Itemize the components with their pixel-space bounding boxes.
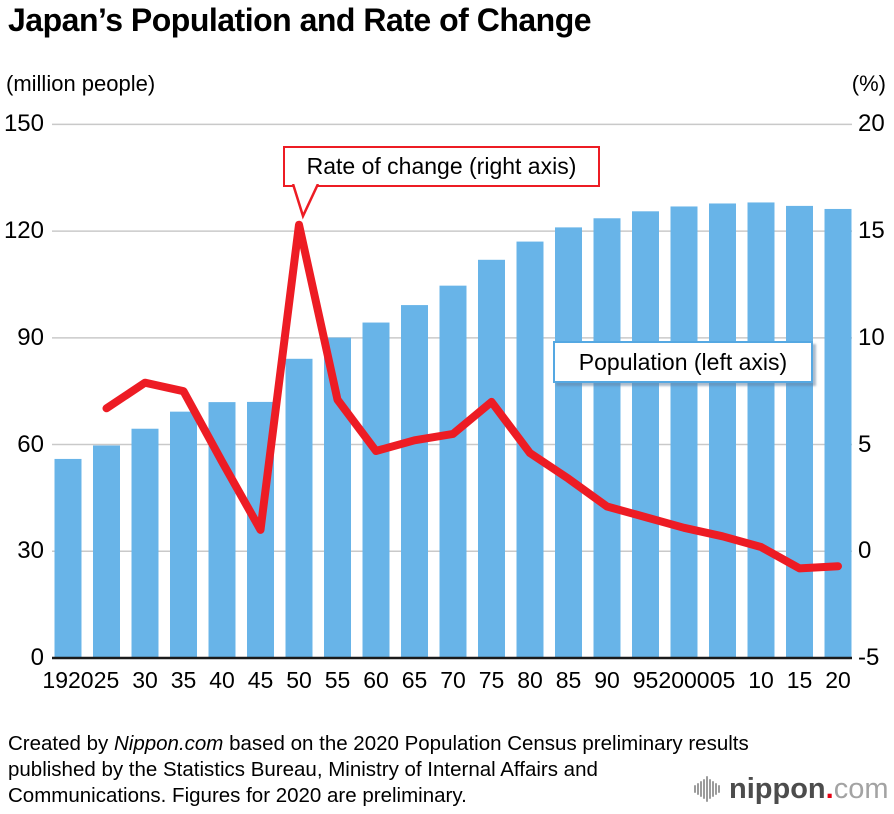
- x-tick-75: 75: [478, 667, 505, 693]
- x-tick-80: 80: [517, 667, 543, 693]
- source-note-line2: published by the Statistics Bureau, Mini…: [8, 758, 598, 781]
- population-bar-50: [285, 358, 313, 658]
- population-callout: Population (left axis): [553, 341, 813, 383]
- x-tick-65: 65: [401, 667, 428, 693]
- population-bar-95: [632, 211, 659, 658]
- population-callout-text: Population (left axis): [578, 348, 788, 375]
- x-tick-40: 40: [209, 667, 235, 693]
- rate-of-change-callout-text: Rate of change (right axis): [306, 153, 577, 179]
- right-tick-10: 10: [858, 323, 885, 351]
- source-note: Created by Nippon.com based on the 2020 …: [8, 731, 749, 809]
- source-note-line3: Communications. Figures for 2020 are pre…: [8, 784, 467, 807]
- x-tick-10: 10: [748, 667, 774, 693]
- x-tick-05: 05: [709, 667, 736, 693]
- population-bar-30: [131, 428, 159, 658]
- nippon-logo-text: nippon.com: [729, 772, 889, 805]
- population-bar-10: [747, 202, 775, 659]
- left-tick-150: 150: [3, 110, 44, 138]
- x-tick-95: 95: [632, 667, 659, 693]
- rate-of-change-line: [102, 220, 842, 573]
- population-bar-75: [478, 259, 505, 658]
- x-tick-70: 70: [440, 667, 466, 693]
- x-tick-20: 20: [825, 667, 851, 693]
- right-tick-0: 0: [858, 537, 872, 565]
- population-bar-85: [555, 227, 582, 658]
- x-tick-50: 50: [286, 667, 312, 693]
- population-bar-20: [824, 208, 852, 658]
- population-bar-65: [401, 305, 428, 658]
- chart-title: Japan’s Population and Rate of Change: [8, 2, 592, 38]
- right-tick--5: -5: [858, 644, 880, 671]
- source-note-line1: Created by Nippon.com based on the 2020 …: [8, 732, 749, 755]
- population-bar-2000: [670, 206, 698, 658]
- population-bar-25: [93, 445, 120, 658]
- nippon-logo: nippon.com: [692, 770, 889, 808]
- x-tick-55: 55: [324, 667, 351, 693]
- population-bar-35: [170, 411, 197, 658]
- x-tick-1920: 1920: [42, 667, 94, 693]
- left-axis-unit: (million people): [6, 71, 156, 96]
- left-tick-60: 60: [17, 430, 44, 458]
- rate-of-change-callout: Rate of change (right axis): [283, 146, 600, 187]
- population-bar-05: [709, 203, 736, 658]
- x-tick-25: 25: [93, 667, 120, 693]
- population-bar-70: [439, 285, 467, 658]
- x-tick-90: 90: [594, 667, 620, 693]
- population-bar-90: [593, 218, 621, 659]
- x-tick-35: 35: [170, 667, 197, 693]
- right-tick-20: 20: [858, 110, 885, 138]
- left-tick-90: 90: [17, 323, 44, 351]
- left-tick-120: 120: [3, 217, 44, 245]
- x-tick-30: 30: [132, 667, 158, 693]
- left-tick-0: 0: [30, 644, 44, 671]
- population-bar-15: [786, 205, 813, 659]
- x-tick-15: 15: [786, 667, 813, 693]
- x-tick-45: 45: [247, 667, 274, 693]
- right-tick-5: 5: [858, 430, 872, 458]
- waveform-icon: [694, 776, 720, 802]
- x-tick-85: 85: [555, 667, 582, 693]
- right-axis-unit: (%): [851, 71, 886, 96]
- right-tick-15: 15: [858, 217, 885, 245]
- x-tick-60: 60: [363, 667, 389, 693]
- population-bar-1920: [54, 458, 82, 658]
- population-bar-60: [362, 322, 390, 658]
- source-note-nippon-com: Nippon.com: [113, 732, 224, 755]
- rate-callout-pointer: [291, 184, 320, 220]
- left-tick-30: 30: [17, 537, 44, 565]
- x-tick-2000: 2000: [658, 667, 710, 693]
